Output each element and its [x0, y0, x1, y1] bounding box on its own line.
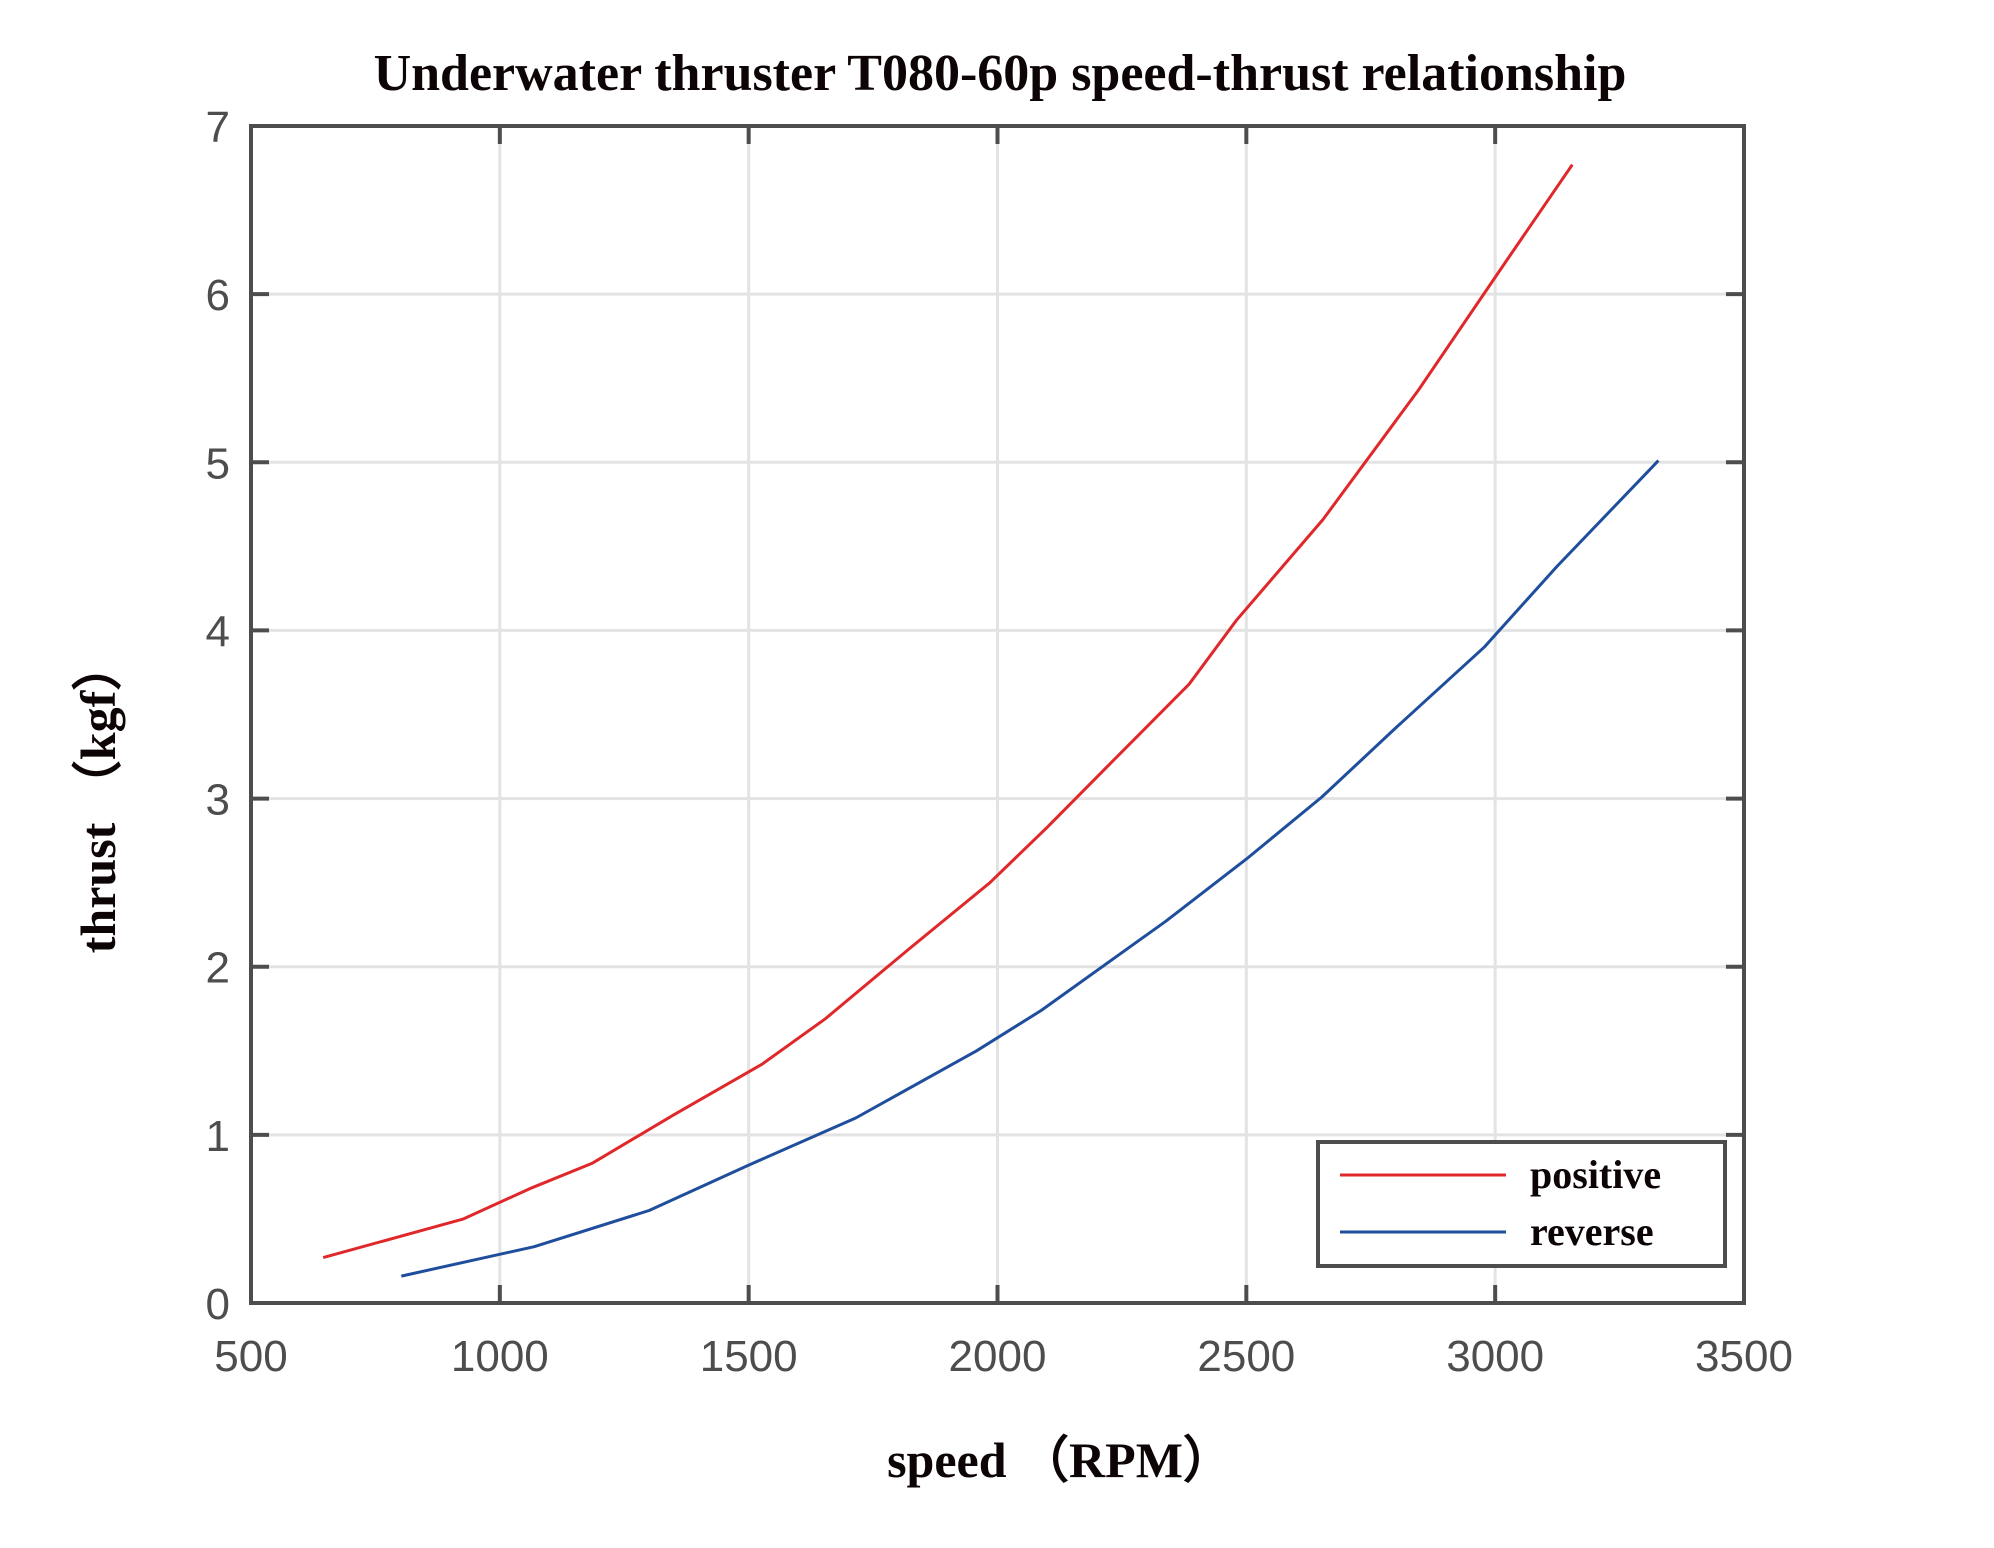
y-axis-label: thrust （kgf）	[70, 641, 126, 954]
x-tick-label: 1500	[700, 1332, 798, 1381]
grid	[251, 126, 1744, 1303]
x-tick-label: 1000	[451, 1332, 549, 1381]
x-tick-labels: 500 1000 1500 2000 2500 3000 3500	[214, 1332, 1793, 1381]
y-tick-label: 6	[206, 271, 230, 320]
y-tick-label: 2	[206, 944, 230, 993]
x-tick-label: 3500	[1695, 1332, 1793, 1381]
y-tick-label: 0	[206, 1280, 230, 1329]
legend-label-positive: positive	[1530, 1152, 1661, 1197]
y-tick-label: 1	[206, 1112, 230, 1161]
y-tick-label: 4	[206, 607, 230, 656]
y-tick-label: 7	[206, 103, 230, 152]
y-tick-label: 3	[206, 776, 230, 825]
y-tick-label: 5	[206, 439, 230, 488]
legend: positive reverse	[1316, 1140, 1727, 1268]
x-tick-label: 2500	[1197, 1332, 1295, 1381]
series-line-reverse	[400, 459, 1660, 1278]
ticks	[249, 124, 1746, 1305]
chart-title: Underwater thruster T080-60p speed-thrus…	[374, 45, 1627, 102]
series-line-positive	[322, 163, 1574, 1260]
x-tick-label: 3000	[1446, 1332, 1544, 1381]
y-tick-labels: 0 1 2 3 4 5 6 7	[206, 103, 230, 1329]
x-tick-label: 500	[214, 1332, 287, 1381]
x-tick-label: 2000	[949, 1332, 1047, 1381]
legend-box	[1316, 1140, 1727, 1268]
series-layer	[322, 163, 1660, 1278]
legend-label-reverse: reverse	[1530, 1209, 1654, 1254]
x-axis-label: speed （RPM）	[887, 1432, 1233, 1488]
